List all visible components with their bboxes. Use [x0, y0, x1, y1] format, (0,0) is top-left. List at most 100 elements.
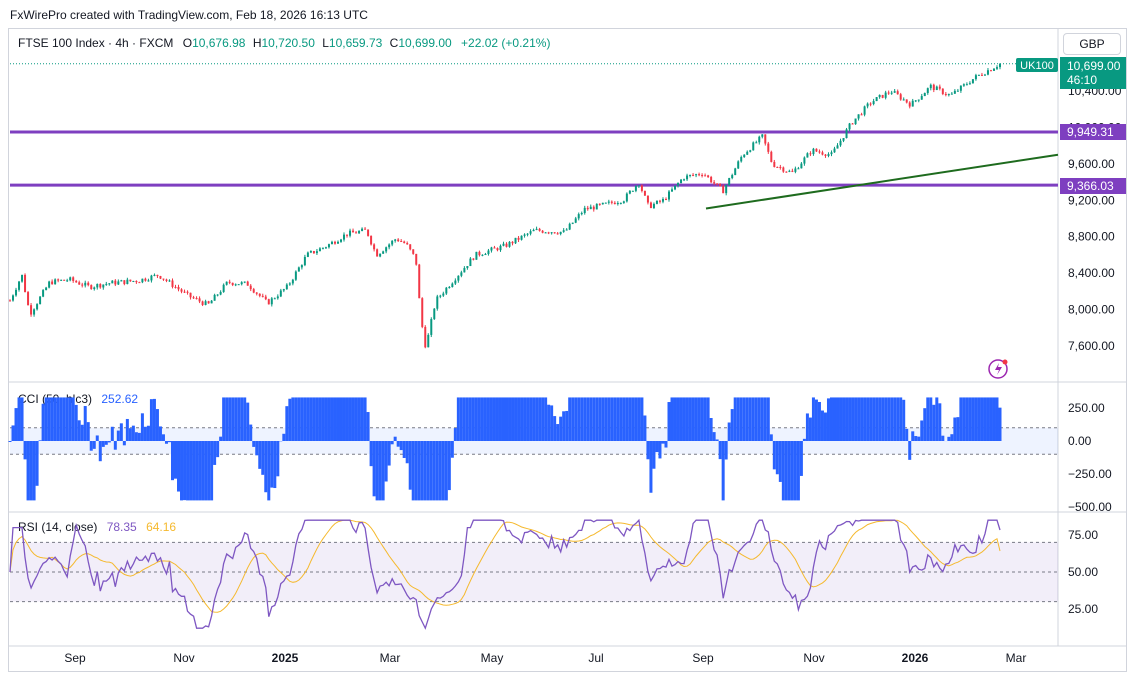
- candle-body: [30, 305, 33, 315]
- candle-body: [370, 235, 373, 245]
- candle-body: [309, 251, 312, 253]
- candle-body: [598, 203, 601, 205]
- candle-body: [66, 280, 69, 282]
- candle-body: [830, 152, 833, 155]
- cci-bar: [68, 397, 72, 441]
- candle-body: [352, 230, 355, 233]
- candle-body: [279, 290, 282, 297]
- cci-bar: [508, 397, 512, 441]
- cci-bar: [471, 397, 475, 441]
- cci-bar: [62, 397, 66, 441]
- cci-pane[interactable]: [8, 397, 1059, 501]
- candle-body: [604, 202, 607, 204]
- symbol-label: FTSE 100 Index · 4h · FXCM: [18, 36, 174, 50]
- cci-bar: [823, 412, 827, 441]
- cci-bar: [134, 432, 138, 441]
- time-axis-label: Sep: [692, 651, 714, 665]
- cci-bar: [878, 397, 882, 441]
- time-axis-label: Nov: [173, 651, 194, 665]
- candle-body: [746, 151, 749, 155]
- cci-bar: [887, 397, 891, 441]
- candle-body: [340, 239, 343, 242]
- cci-bar: [143, 426, 147, 441]
- cci-bar: [204, 441, 208, 501]
- cci-bar: [237, 397, 241, 441]
- candle-body: [63, 279, 66, 281]
- candle-body: [466, 266, 469, 269]
- candle-body: [261, 295, 264, 297]
- cci-bar: [917, 436, 921, 441]
- candle-body: [487, 250, 490, 255]
- cci-bar: [832, 397, 836, 441]
- cci-bar: [670, 397, 674, 441]
- candle-body: [848, 123, 851, 130]
- cci-bar: [252, 441, 256, 447]
- candle-body: [827, 154, 830, 156]
- candle-body: [824, 154, 827, 156]
- candle-body: [102, 284, 105, 288]
- candle-body: [962, 84, 965, 86]
- candle-body: [974, 75, 977, 80]
- candle-body: [294, 271, 297, 280]
- cci-bar: [149, 399, 153, 441]
- cci-bar: [164, 441, 168, 444]
- cci-bar: [517, 397, 521, 441]
- cci-bar: [276, 441, 280, 477]
- cci-bar: [146, 425, 150, 441]
- cci-bar: [628, 397, 632, 441]
- cci-bar: [646, 441, 650, 460]
- cci-bar: [971, 397, 975, 441]
- cci-bar: [520, 397, 524, 441]
- cci-bar: [336, 397, 340, 441]
- rsi-pane[interactable]: [9, 518, 1058, 630]
- cci-bar: [372, 441, 376, 497]
- cci-bar: [890, 397, 894, 441]
- cci-bar: [216, 441, 220, 458]
- cci-bar: [595, 397, 599, 441]
- cci-bar: [414, 441, 418, 501]
- candle-body: [174, 286, 177, 288]
- cci-bar: [264, 441, 268, 493]
- candle-body: [156, 274, 159, 277]
- candle-body: [999, 63, 1001, 68]
- cci-bar: [399, 441, 403, 451]
- cci-bar: [848, 397, 852, 441]
- cci-bar: [724, 441, 728, 460]
- cci-bar: [592, 397, 596, 441]
- candle-body: [228, 281, 231, 283]
- candle-body: [36, 304, 39, 310]
- cci-bar: [71, 397, 75, 441]
- cci-bar: [351, 397, 355, 441]
- cci-bar: [125, 418, 129, 441]
- candle-body: [33, 309, 36, 315]
- cci-bar: [378, 441, 382, 501]
- cci-bar: [98, 441, 102, 462]
- candle-body: [478, 251, 481, 256]
- candle-body: [986, 70, 989, 75]
- candle-body: [451, 283, 454, 288]
- cci-bar: [213, 441, 217, 465]
- cci-bar: [712, 432, 716, 441]
- candle-body: [105, 283, 108, 285]
- cci-bar: [736, 397, 740, 441]
- candle-body: [346, 234, 349, 236]
- candle-body: [189, 292, 192, 298]
- currency-selector[interactable]: GBP: [1063, 33, 1121, 55]
- candle-body: [397, 239, 400, 242]
- candle-body: [902, 99, 905, 101]
- candle-body: [701, 174, 704, 176]
- alert-icon[interactable]: [988, 359, 1008, 379]
- cci-bar: [715, 439, 719, 441]
- cci-bar: [23, 441, 27, 460]
- cci-bar: [306, 397, 310, 441]
- cci-bar: [766, 397, 770, 441]
- candle-body: [935, 86, 938, 91]
- price-pane[interactable]: [9, 63, 1059, 349]
- cci-bar: [694, 397, 698, 441]
- cci-bar: [974, 397, 978, 441]
- cci-bar: [450, 441, 454, 458]
- candle-body: [671, 189, 674, 192]
- candle-body: [818, 151, 821, 153]
- candle-body: [300, 265, 303, 268]
